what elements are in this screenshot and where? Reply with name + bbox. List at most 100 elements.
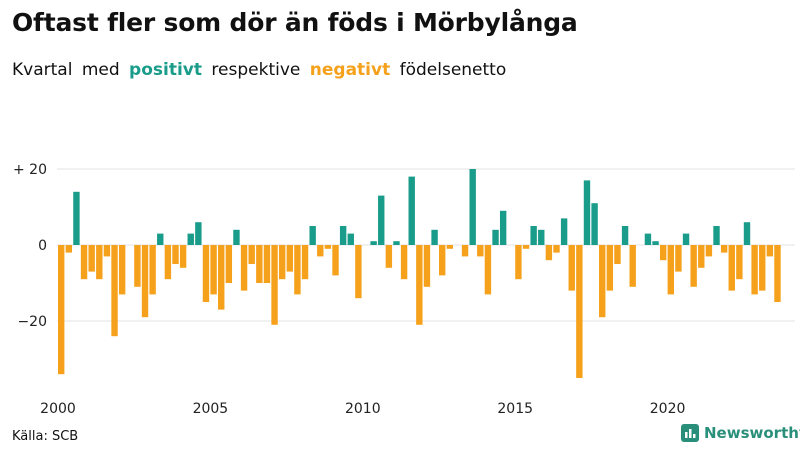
bar (667, 245, 674, 295)
bar (568, 245, 575, 291)
bar (263, 245, 271, 283)
bar (225, 245, 233, 283)
bar (682, 233, 690, 245)
bar (492, 229, 499, 245)
bar (583, 180, 591, 245)
y-axis-ticks: + 20 0 −20 (13, 162, 47, 330)
bar (88, 245, 95, 272)
bar (317, 245, 324, 257)
bar (766, 245, 774, 257)
bar (538, 229, 545, 245)
bar (103, 245, 111, 257)
subtitle-word: med (81, 60, 120, 80)
chart-bars (58, 169, 781, 378)
x-tick-label: 2020 (650, 401, 686, 417)
brand-name: Newsworthy (704, 424, 800, 442)
bar (599, 245, 606, 318)
bar (759, 245, 766, 291)
bar (256, 245, 263, 283)
bar (614, 245, 621, 264)
bar (644, 233, 652, 245)
bar (385, 245, 393, 268)
y-tick-label: + 20 (13, 162, 47, 178)
bar (553, 245, 560, 253)
bar (423, 245, 431, 287)
bar (271, 245, 278, 325)
bar (499, 210, 507, 245)
bar (408, 176, 415, 245)
bar (736, 245, 743, 280)
bar (324, 245, 332, 249)
bar (652, 241, 659, 245)
bar (393, 241, 400, 245)
bar (118, 245, 126, 295)
bar (484, 245, 492, 295)
bar (439, 245, 446, 276)
chart-subtitle: Kvartal med positivt respektive negativt… (12, 60, 506, 80)
bar (332, 245, 339, 276)
bar (202, 245, 210, 302)
bar (73, 191, 80, 245)
bar (774, 245, 781, 302)
bar (111, 245, 118, 337)
bar (248, 245, 255, 264)
subtitle-word: födelsenetto (399, 60, 507, 80)
bar (629, 245, 636, 287)
bar (157, 233, 164, 245)
bar (530, 226, 537, 245)
bar (355, 245, 362, 299)
bar (210, 245, 217, 295)
bar (278, 245, 286, 280)
x-axis-ticks: 2000 2005 2010 2015 2020 (40, 401, 685, 417)
chart-title: Oftast fler som dör än föds i Mörbylånga (12, 8, 578, 37)
subtitle-word: respektive (211, 60, 301, 80)
bar (309, 226, 316, 245)
x-tick-label: 2000 (40, 401, 76, 417)
bar (751, 245, 758, 295)
bar-chart-logo-icon (681, 424, 699, 442)
bar (431, 229, 438, 245)
bar (96, 245, 103, 280)
x-tick-label: 2005 (193, 401, 229, 417)
bar (522, 245, 530, 249)
bar (659, 245, 667, 261)
source-note: Källa: SCB (12, 429, 79, 444)
bar (560, 218, 568, 245)
subtitle-word: Kvartal (12, 60, 73, 80)
bar (347, 233, 354, 245)
bar (370, 241, 377, 245)
bar (720, 245, 728, 253)
bar (301, 245, 309, 280)
bar (416, 245, 423, 325)
bar (698, 245, 705, 268)
subtitle-positive-label: positivt (129, 60, 203, 80)
bar (179, 245, 187, 268)
bar (446, 245, 454, 249)
bar (621, 226, 629, 245)
bar (477, 245, 484, 257)
bar (469, 169, 476, 245)
bar (339, 226, 347, 245)
bar (705, 245, 713, 257)
newsworthy-logo: Newsworthy (681, 424, 800, 442)
bar (65, 245, 73, 253)
subtitle-negative-label: negativt (309, 60, 391, 80)
bar (461, 245, 469, 257)
bar (690, 245, 697, 287)
bar (545, 245, 553, 261)
bar (294, 245, 301, 295)
y-tick-label: −20 (17, 314, 47, 330)
bar (149, 245, 156, 295)
bar (187, 233, 194, 245)
bar (576, 245, 583, 378)
bar (141, 245, 149, 318)
bar (743, 222, 751, 245)
bar (400, 245, 408, 280)
bar (80, 245, 88, 280)
bar (675, 245, 682, 272)
bar (606, 245, 614, 291)
bar (233, 229, 240, 245)
bar (378, 195, 385, 245)
x-tick-label: 2010 (345, 401, 381, 417)
